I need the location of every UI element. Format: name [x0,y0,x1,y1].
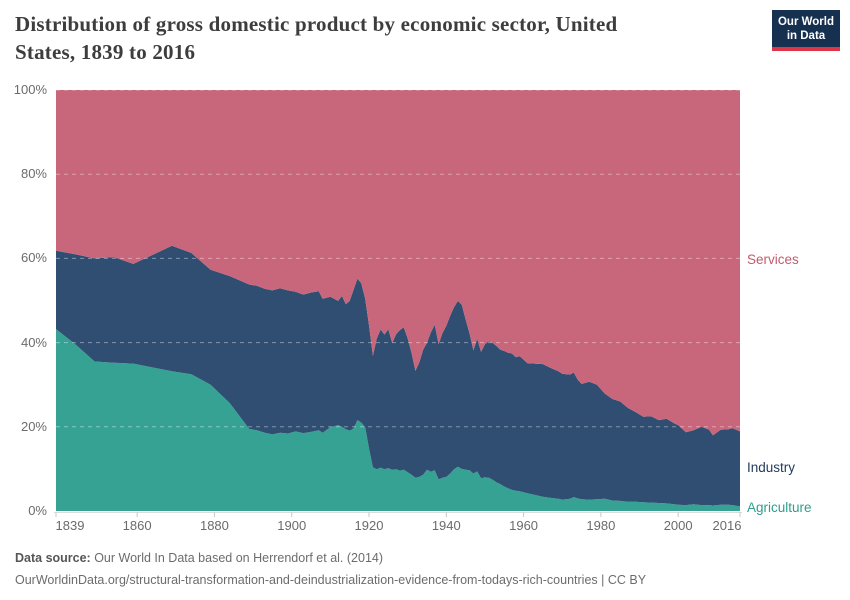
x-tick-label-1960: 1960 [509,518,539,533]
x-tick-label-2016: 2016 [712,518,742,533]
x-tick-label-2000: 2000 [663,518,693,533]
data-source-text: Our World In Data based on Herrendorf et… [90,551,384,565]
series-label-services: Services [747,251,799,267]
source-url-line: OurWorldinData.org/structural-transforma… [15,572,647,587]
x-tick-label-1900: 1900 [277,518,307,533]
agriculture-area[interactable] [56,329,740,511]
y-tick-label-100: 100% [13,82,47,97]
owid-logo-line2: in Data [786,29,826,42]
services-area[interactable] [56,90,740,436]
industry-area[interactable] [56,245,740,507]
x-tick-label-1940: 1940 [431,518,461,533]
x-tick-label-1920: 1920 [354,518,384,533]
y-tick-label-20: 20% [20,418,47,434]
x-tick-label-1839: 1839 [55,518,85,533]
x-tick-label-1880: 1880 [199,518,229,533]
chart-title-line2: States, 1839 to 2016 [15,40,196,64]
series-label-industry: Industry [747,459,796,475]
x-tick-label-1860: 1860 [122,518,152,533]
owid-logo-line1: Our World [777,16,834,28]
series-label-agriculture: Agriculture [747,499,812,515]
y-tick-label-60: 60% [20,250,47,266]
y-tick-label-0: 0% [28,503,47,518]
chart-title-line1: Distribution of gross domestic product b… [15,12,618,36]
data-source-label: Data source: [15,551,91,565]
x-tick-label-1980: 1980 [586,518,616,533]
y-tick-label-80: 80% [20,166,47,182]
y-tick-label-40: 40% [20,334,47,350]
chart-title: Distribution of gross domestic product b… [15,10,775,66]
chart-footer: Data source: Our World In Data based on … [15,548,835,591]
owid-logo[interactable]: Our World in Data [772,10,840,51]
data-source-line: Data source: Our World In Data based on … [15,548,835,570]
